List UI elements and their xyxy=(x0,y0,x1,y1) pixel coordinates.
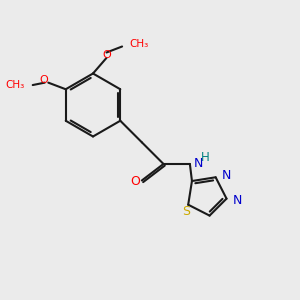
Text: CH₃: CH₃ xyxy=(130,39,149,49)
Text: N: N xyxy=(222,169,232,182)
Text: O: O xyxy=(40,75,48,85)
Text: H: H xyxy=(201,151,210,164)
Text: O: O xyxy=(130,176,140,188)
Text: S: S xyxy=(182,205,190,218)
Text: N: N xyxy=(233,194,242,207)
Text: CH₃: CH₃ xyxy=(5,80,24,90)
Text: O: O xyxy=(102,50,111,60)
Text: N: N xyxy=(194,157,203,169)
